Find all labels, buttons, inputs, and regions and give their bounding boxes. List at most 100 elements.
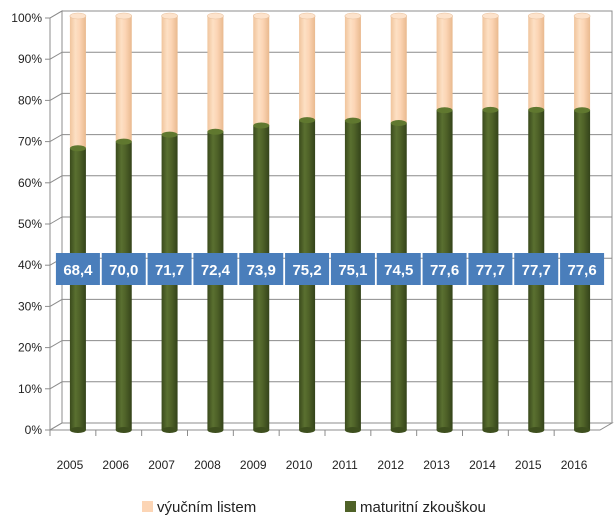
data-label: 73,9 — [247, 262, 276, 279]
data-label-box — [55, 253, 100, 285]
legend: výučním listem maturitní zkouškou — [142, 499, 486, 516]
bar-cap — [528, 106, 545, 113]
gridline — [49, 340, 612, 349]
bar-cap — [115, 138, 132, 145]
gridline — [49, 51, 612, 60]
x-tick-label: 2006 — [102, 458, 129, 472]
plot-frame — [48, 10, 614, 431]
bar-segment-vyucnim-listem — [299, 16, 316, 121]
legend-swatch — [142, 501, 153, 512]
bar-cap — [482, 12, 499, 20]
x-tick-label: 2007 — [148, 458, 175, 472]
x-tick-label: 2014 — [469, 458, 496, 472]
data-label-box — [422, 253, 467, 285]
bar-segment-maturitni-zkouskou — [69, 148, 86, 430]
bar-base — [482, 427, 499, 433]
gridline — [49, 298, 612, 307]
y-tick-label: 80% — [18, 93, 42, 107]
data-label: 75,2 — [292, 262, 321, 279]
floor — [48, 422, 614, 431]
data-label-box — [330, 253, 375, 285]
x-tick-label: 2011 — [332, 458, 358, 472]
y-tick-label: 100% — [11, 11, 42, 25]
bar-segment-vyucnim-listem — [207, 16, 224, 132]
data-label-box — [101, 253, 146, 285]
y-tick-label: 20% — [18, 341, 42, 355]
bar-cap — [299, 117, 316, 124]
bar-cap — [574, 107, 591, 114]
bar-cap — [482, 106, 499, 113]
data-label: 77,6 — [430, 262, 459, 279]
x-axis-tick-labels: 2005 2006 2007 2008 2009 2010 2011 2012 2013 2014… — [49, 430, 588, 472]
data-label-box — [285, 253, 330, 285]
bar-base — [574, 427, 591, 433]
bar-base — [207, 427, 224, 433]
x-tick-label: 2016 — [561, 458, 588, 472]
data-label-box — [239, 253, 284, 285]
bar-cap — [161, 131, 178, 138]
gridline — [49, 134, 612, 143]
y-tick-label: 30% — [18, 299, 42, 313]
gridline — [49, 216, 612, 225]
gridline — [49, 10, 612, 19]
bar-cap — [527, 12, 545, 20]
gridline — [49, 175, 612, 184]
bar-segment-vyucnim-listem — [482, 16, 499, 110]
bar-cap — [207, 12, 224, 20]
bar-base — [115, 427, 132, 433]
data-label-box — [560, 253, 605, 285]
y-tick-label: 70% — [18, 135, 42, 149]
gridline — [49, 422, 612, 431]
y-tick-label: 40% — [18, 258, 42, 272]
y-tick-label: 0% — [25, 423, 43, 437]
data-label-box — [193, 253, 238, 285]
bar-segment-maturitni-zkouskou — [115, 141, 132, 430]
x-tick-label: 2005 — [57, 458, 84, 472]
y-tick-label: 10% — [18, 382, 42, 396]
x-tick-label: 2010 — [286, 458, 313, 472]
legend-label: maturitní zkouškou — [360, 499, 486, 516]
bar-cap — [436, 12, 453, 20]
data-label-box — [376, 253, 421, 285]
bar-base — [390, 427, 407, 433]
gridline — [49, 381, 612, 390]
data-label-box — [468, 253, 513, 285]
bar-base — [161, 427, 178, 433]
bar-cap — [161, 12, 178, 20]
x-tick-label: 2013 — [423, 458, 450, 472]
data-label-box — [514, 253, 559, 285]
bar-cap — [298, 12, 316, 20]
data-label: 77,7 — [476, 262, 505, 279]
bar-cap — [69, 145, 86, 152]
data-label: 74,5 — [384, 262, 413, 279]
y-axis-tick-labels: 0% 10% 20% 30% 40% 50% 60% 70% 80% 90% 100% — [11, 11, 42, 437]
bar-cap — [344, 117, 361, 124]
data-labels: 68,4 70,0 71,7 72,4 73,9 75,2 75,1 74,5 77,6 77,7… — [55, 253, 605, 285]
data-label-box — [147, 253, 192, 285]
y-tick-label: 90% — [18, 52, 42, 66]
bar-cap — [390, 12, 408, 20]
y-tick-label: 50% — [18, 217, 42, 231]
bar-cap — [115, 12, 133, 20]
y-tick-label: 60% — [18, 176, 42, 190]
bar-base — [299, 427, 316, 433]
bar-base — [344, 427, 361, 433]
bar-base — [528, 427, 545, 433]
bar-cap — [253, 122, 270, 129]
legend-swatch — [345, 501, 356, 512]
bar-segment-vyucnim-listem — [161, 16, 178, 135]
x-tick-label: 2012 — [377, 458, 404, 472]
gridline — [49, 92, 612, 101]
bar-cap — [207, 128, 224, 135]
legend-label: výučním listem — [157, 499, 256, 516]
x-tick-label: 2015 — [515, 458, 542, 472]
bar-base — [69, 427, 86, 433]
data-label: 71,7 — [155, 262, 184, 279]
data-label: 77,7 — [522, 262, 551, 279]
bar-segment-vyucnim-listem — [115, 16, 132, 142]
data-label: 72,4 — [201, 262, 231, 279]
x-tick-label: 2009 — [240, 458, 267, 472]
bar-cap — [344, 12, 362, 20]
bars — [69, 12, 591, 433]
